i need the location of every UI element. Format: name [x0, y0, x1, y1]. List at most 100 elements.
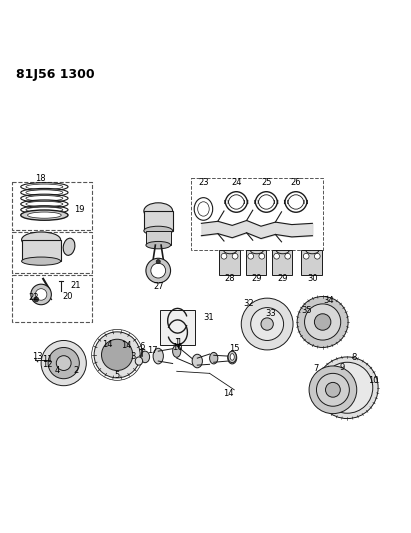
Circle shape [102, 339, 133, 370]
Text: 32: 32 [243, 299, 254, 308]
Text: 10: 10 [368, 376, 379, 385]
Text: 1: 1 [174, 338, 179, 347]
Text: 34: 34 [323, 296, 334, 305]
Text: 15: 15 [229, 344, 240, 353]
Text: 20: 20 [62, 292, 73, 301]
Circle shape [221, 253, 227, 259]
Circle shape [261, 318, 273, 330]
Ellipse shape [198, 202, 209, 216]
Text: 17: 17 [147, 346, 157, 356]
Bar [160, 310, 195, 345]
Ellipse shape [26, 196, 63, 201]
Ellipse shape [26, 184, 63, 189]
Text: 22: 22 [28, 293, 39, 302]
Text: 5: 5 [115, 371, 120, 380]
Ellipse shape [26, 201, 63, 207]
Ellipse shape [21, 210, 68, 220]
Text: 3: 3 [130, 352, 136, 361]
Circle shape [251, 308, 284, 341]
Text: 2: 2 [74, 366, 79, 375]
Bar [12, 231, 92, 273]
Circle shape [316, 373, 349, 406]
Circle shape [303, 253, 309, 259]
Ellipse shape [21, 257, 61, 265]
Ellipse shape [144, 226, 173, 235]
Ellipse shape [173, 345, 181, 357]
Circle shape [248, 253, 254, 259]
Text: 9: 9 [339, 362, 344, 372]
Text: 28: 28 [225, 274, 236, 284]
Text: 21: 21 [71, 281, 81, 290]
Text: 29: 29 [252, 274, 262, 284]
Circle shape [41, 341, 86, 386]
Text: 81J56 1300: 81J56 1300 [16, 68, 95, 82]
Circle shape [309, 366, 357, 414]
Ellipse shape [228, 351, 236, 362]
Text: 13: 13 [32, 352, 43, 361]
Bar [144, 211, 173, 231]
Text: 24: 24 [231, 177, 242, 187]
Text: 35: 35 [301, 306, 312, 316]
Circle shape [314, 314, 331, 330]
Ellipse shape [144, 203, 173, 219]
Circle shape [259, 253, 265, 259]
Circle shape [151, 263, 166, 278]
Circle shape [297, 296, 348, 348]
Bar [301, 250, 322, 274]
Bar [146, 231, 171, 245]
Circle shape [326, 382, 340, 397]
Ellipse shape [141, 351, 150, 362]
Circle shape [274, 253, 279, 259]
Text: 16: 16 [172, 343, 183, 352]
Ellipse shape [26, 207, 63, 213]
Circle shape [34, 297, 39, 302]
Circle shape [339, 379, 356, 396]
Ellipse shape [21, 232, 61, 248]
Bar [191, 178, 323, 250]
Bar [272, 250, 292, 274]
Text: 4: 4 [55, 366, 60, 375]
Ellipse shape [210, 352, 218, 364]
Circle shape [156, 260, 160, 264]
Text: 12: 12 [42, 360, 53, 369]
Circle shape [314, 253, 320, 259]
Circle shape [322, 362, 373, 413]
Text: 30: 30 [307, 274, 318, 284]
Bar [22, 240, 61, 261]
Text: 29: 29 [277, 274, 288, 284]
Circle shape [316, 357, 378, 418]
Bar [12, 274, 92, 322]
Ellipse shape [146, 241, 171, 249]
Text: 19: 19 [74, 205, 84, 214]
Text: 25: 25 [261, 177, 272, 187]
Circle shape [35, 289, 47, 300]
Circle shape [241, 298, 293, 350]
Text: 26: 26 [291, 177, 301, 187]
Circle shape [146, 259, 171, 283]
Circle shape [31, 284, 51, 305]
Bar [219, 250, 240, 274]
Ellipse shape [153, 348, 163, 364]
Circle shape [48, 348, 79, 379]
Text: 11: 11 [42, 355, 53, 364]
Text: 23: 23 [198, 177, 209, 187]
Text: 14: 14 [121, 341, 132, 350]
Ellipse shape [135, 357, 143, 365]
Circle shape [305, 304, 341, 340]
Ellipse shape [228, 352, 237, 364]
Text: 14: 14 [102, 340, 113, 349]
Text: 14: 14 [223, 390, 233, 398]
Bar [246, 250, 266, 274]
Circle shape [56, 356, 71, 370]
Circle shape [285, 253, 291, 259]
Text: 18: 18 [35, 174, 46, 183]
Text: 6: 6 [139, 342, 145, 351]
Circle shape [94, 332, 140, 378]
Ellipse shape [26, 190, 63, 195]
Bar [12, 182, 92, 230]
Ellipse shape [63, 238, 75, 255]
Text: 27: 27 [153, 282, 164, 290]
Text: 1: 1 [176, 338, 181, 347]
Text: 8: 8 [351, 353, 357, 362]
Text: 31: 31 [203, 313, 214, 322]
